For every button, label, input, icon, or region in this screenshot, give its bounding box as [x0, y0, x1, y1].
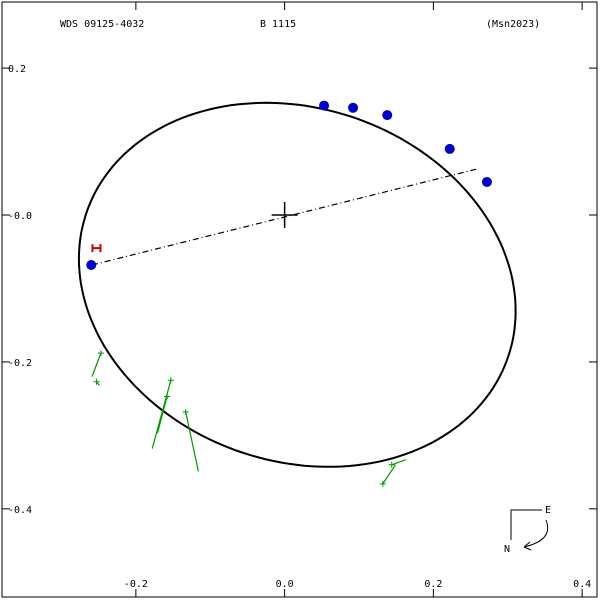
residual-line [391, 459, 407, 466]
observation-point [86, 259, 97, 270]
reference-label: (Msn2023) [486, 19, 540, 30]
residual-line [91, 352, 102, 377]
observation-point [382, 110, 393, 121]
y-tick-label: -0.0 [8, 211, 32, 222]
residual-line [185, 411, 199, 472]
observation-plus-marker [164, 393, 171, 400]
observation-plus-marker [97, 350, 104, 357]
points-layer [86, 100, 492, 487]
x-tick-label: 0.0 [276, 579, 294, 590]
compass: E N [504, 505, 551, 555]
residual-line [156, 396, 168, 434]
observation-point [481, 176, 492, 187]
y-tick-label: -0.2 [8, 358, 32, 369]
y-tick-label: 0.2 [8, 64, 26, 75]
residual-line [382, 464, 396, 485]
wds-id-label: WDS 09125-4032 [60, 19, 144, 30]
residual-line [151, 380, 172, 449]
y-tick-label: -0.4 [8, 505, 32, 516]
x-tick-label: 0.4 [573, 579, 591, 590]
observation-plus-marker [379, 480, 386, 487]
x-tick-label: -0.2 [124, 579, 148, 590]
compass-north-label: N [504, 544, 510, 555]
compass-arrow-head-icon [523, 541, 532, 551]
observation-plus-marker [93, 378, 100, 385]
compass-arrow-arc [523, 519, 549, 548]
observation-plus-marker [388, 461, 395, 468]
observation-plus-marker [182, 408, 189, 415]
observation-point [319, 100, 330, 111]
compass-east-label: E [545, 505, 551, 516]
observation-point [348, 102, 359, 113]
observation-plus-marker [167, 377, 174, 384]
orbit-layer [77, 101, 517, 468]
discoverer-label: B 1115 [260, 19, 296, 30]
observation-point [444, 143, 455, 154]
orbit-ellipse [77, 101, 517, 468]
periastron-marker [91, 244, 102, 253]
compass-frame [510, 509, 542, 540]
x-tick-label: 0.2 [424, 579, 442, 590]
